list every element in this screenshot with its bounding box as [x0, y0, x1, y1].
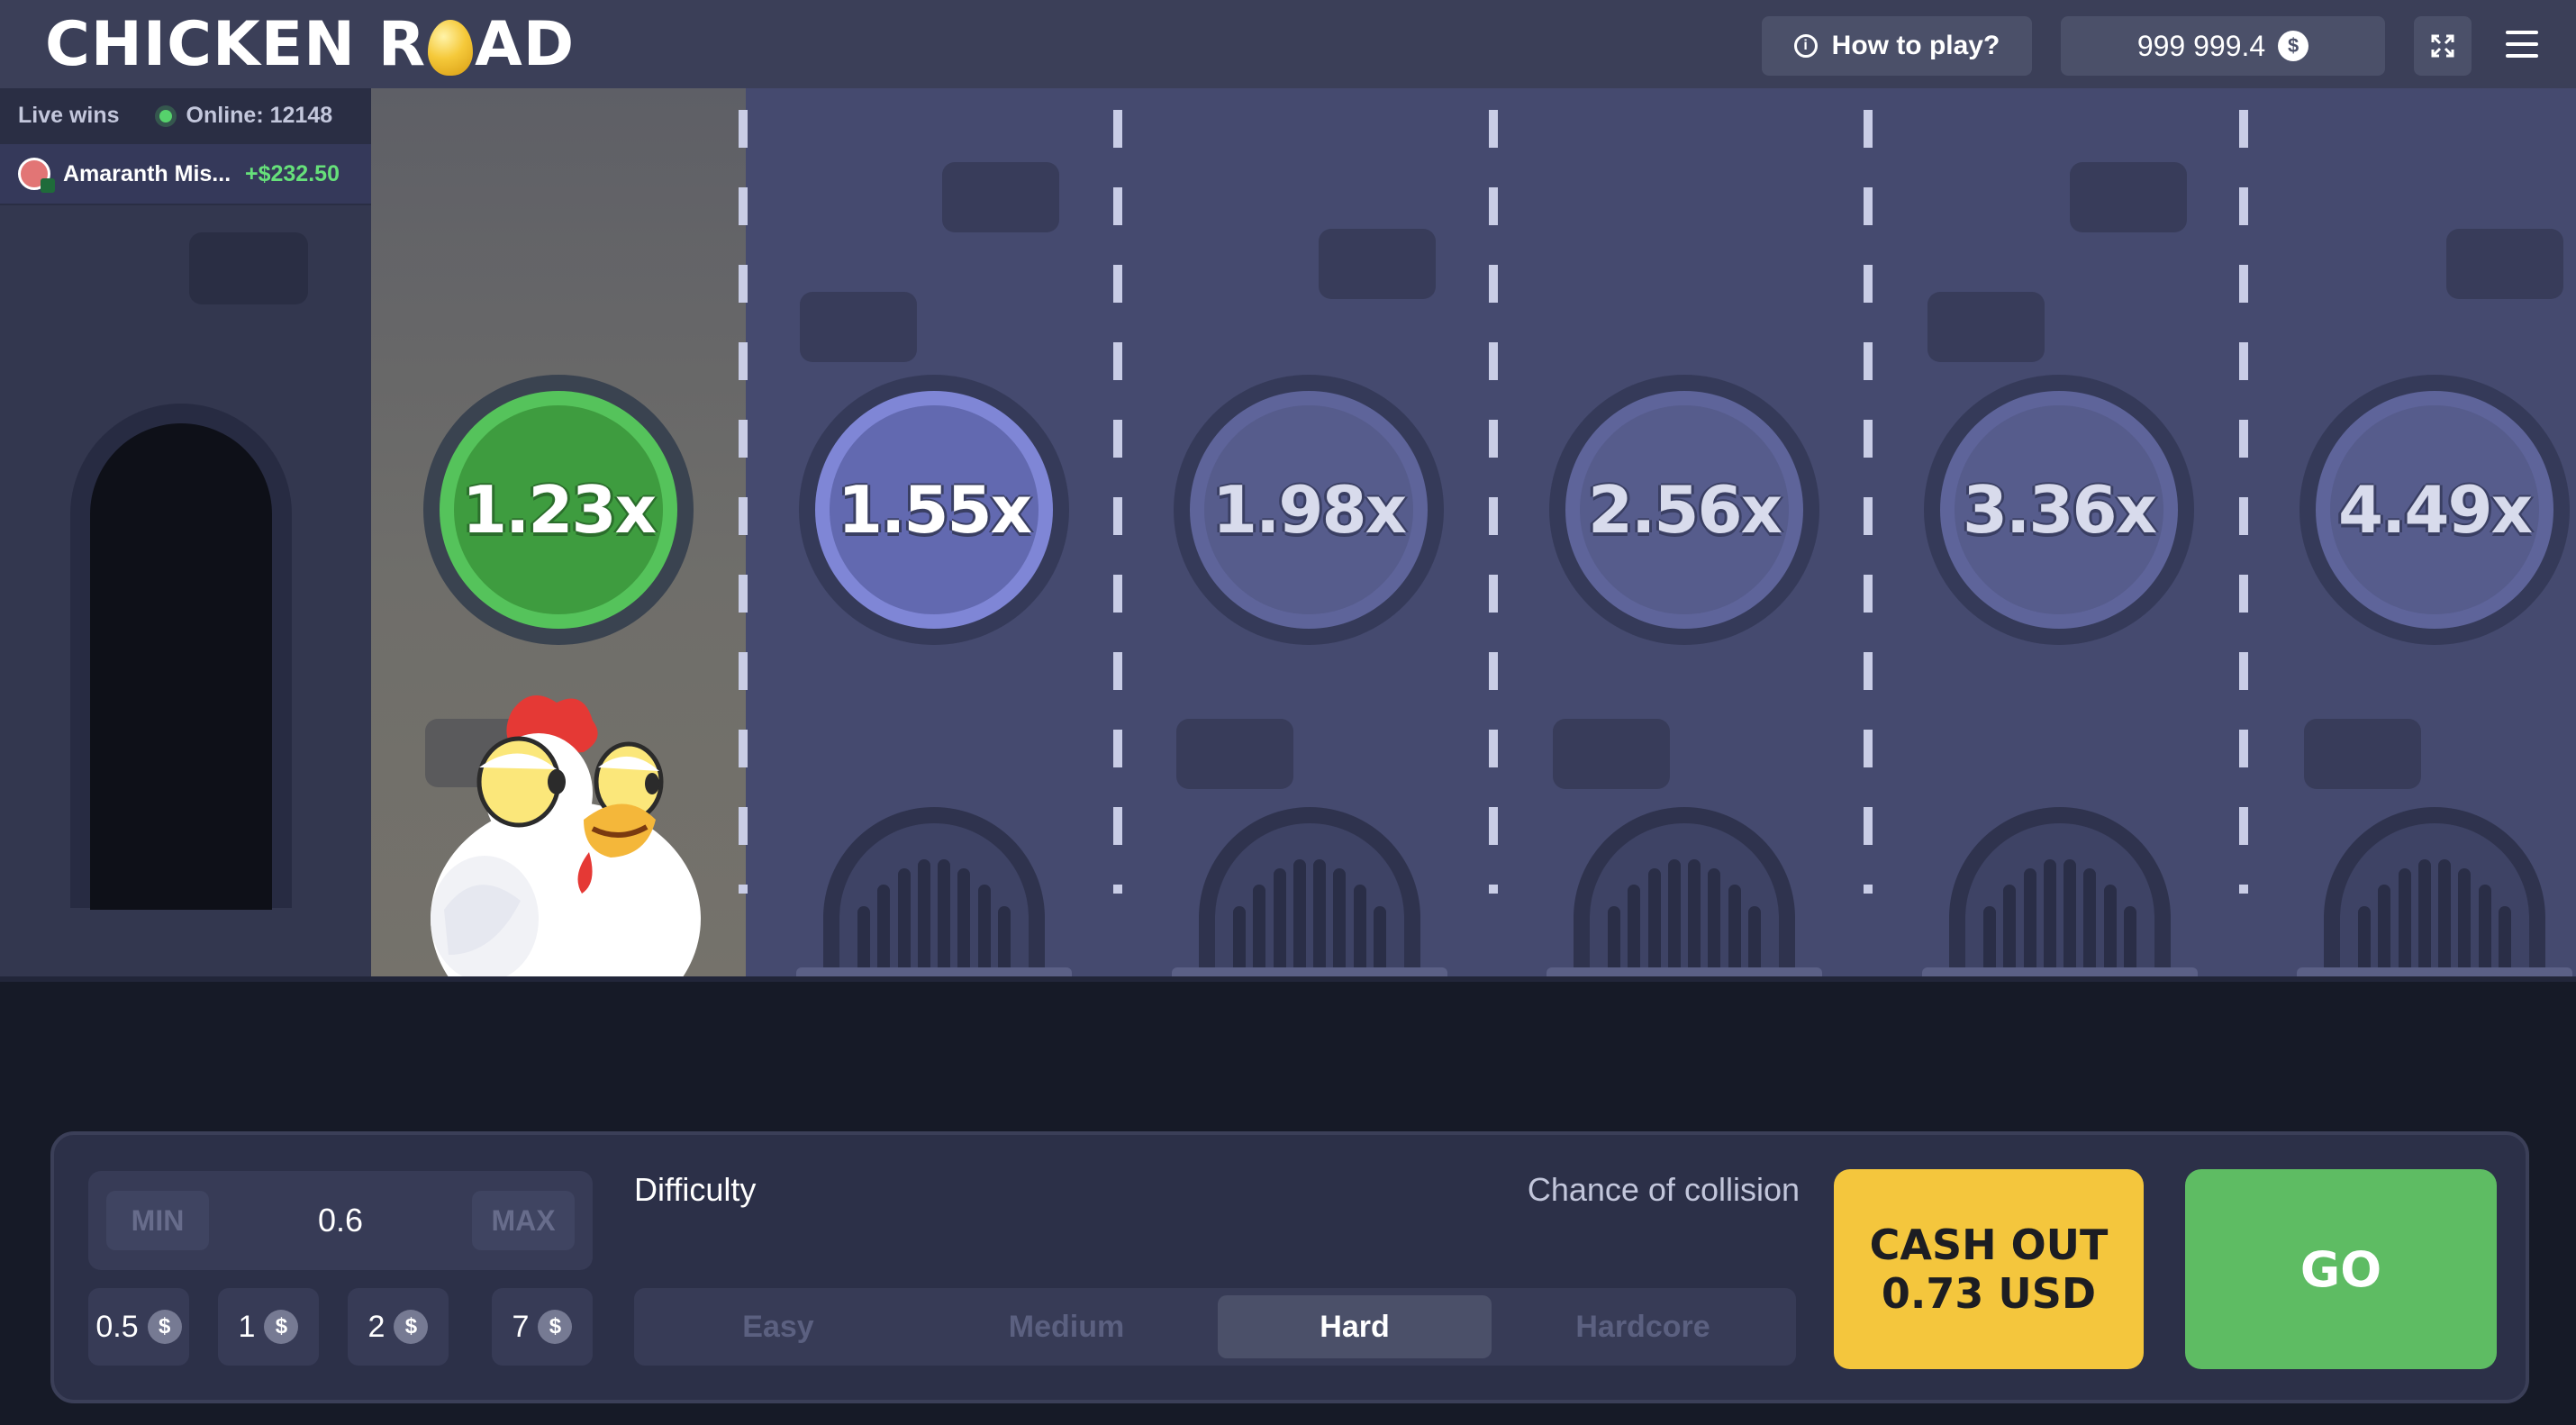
live-win-row: Amaranth Mis... +$232.50	[0, 144, 371, 204]
balance-display: 999 999.4 $	[2061, 16, 2385, 76]
balance-value: 999 999.4	[2136, 29, 2266, 62]
cash-out-amount: 0.73 USD	[1881, 1269, 2097, 1318]
avatar	[18, 158, 55, 193]
dollar-coin-icon: $	[264, 1310, 299, 1344]
max-bet-button[interactable]: MAX	[472, 1191, 575, 1250]
wall-brick	[942, 162, 1059, 232]
game-logo: CHICKEN R AD	[45, 8, 576, 80]
cash-out-button[interactable]: CASH OUT 0.73 USD	[1834, 1169, 2144, 1369]
fullscreen-button[interactable]	[2414, 16, 2472, 76]
lane-divider	[1489, 110, 1498, 894]
expand-icon	[2431, 34, 2454, 58]
difficulty-tab-hardcore[interactable]: Hardcore	[1575, 1309, 1710, 1344]
wall-brick	[2446, 229, 2563, 299]
live-wins-title: Live wins	[18, 103, 120, 128]
dollar-coin-icon: $	[2278, 31, 2309, 61]
difficulty-tab-easy[interactable]: Easy	[742, 1309, 814, 1344]
online-status-icon	[159, 109, 172, 123]
bet-amount-input[interactable]: 0.6	[317, 1202, 364, 1239]
quick-bet-chip[interactable]: 2 $	[348, 1288, 449, 1366]
live-wins-header: Live wins Online: 12148	[18, 103, 332, 129]
wall-brick	[1927, 292, 2045, 362]
bet-control-panel: MIN 0.6 MAX 0.5 $ 1 $ 2 $ 7 $ Difficulty Cha…	[50, 1131, 2529, 1403]
chip-value: 2	[367, 1309, 385, 1344]
sewer-grate	[1172, 807, 1447, 982]
wall-brick	[2304, 719, 2421, 789]
chip-value: 1	[238, 1309, 256, 1344]
multiplier-coin: 1.98x	[1174, 375, 1444, 645]
win-amount: +$232.50	[245, 160, 340, 186]
difficulty-tab-hard[interactable]: Hard	[1218, 1295, 1492, 1358]
multiplier-coin-current: 1.23x	[423, 375, 694, 645]
multiplier-label: 2.56x	[1587, 472, 1782, 548]
road-edge	[0, 976, 2576, 982]
wall-brick	[1319, 229, 1436, 299]
egg-icon	[428, 20, 474, 76]
wall-brick	[800, 292, 917, 362]
hamburger-icon-line	[2506, 42, 2538, 46]
header-bar: CHICKEN R AD i How to play? 999 999.4 $	[0, 0, 2576, 88]
difficulty-label: Difficulty	[634, 1171, 757, 1208]
lane-divider	[1864, 110, 1873, 894]
online-count: Online: 12148	[186, 103, 333, 128]
chip-value: 7	[512, 1309, 530, 1344]
hamburger-icon-line	[2506, 31, 2538, 34]
wall-brick	[1176, 719, 1293, 789]
start-wall	[0, 88, 371, 982]
go-button[interactable]: GO	[2185, 1169, 2497, 1369]
quick-bet-chip[interactable]: 0.5 $	[88, 1288, 189, 1366]
difficulty-selector: Easy Medium Hard Hardcore	[634, 1288, 1796, 1366]
wall-brick	[1553, 719, 1670, 789]
wall-brick	[2070, 162, 2187, 232]
chicken-character-icon	[431, 695, 701, 982]
sewer-grate	[796, 807, 1072, 982]
logo-text-left: CHICKEN R	[45, 8, 427, 80]
multiplier-coin: 2.56x	[1549, 375, 1819, 645]
how-to-play-label: How to play?	[1831, 31, 2000, 60]
how-to-play-button[interactable]: i How to play?	[1762, 16, 2032, 76]
lane-divider	[2239, 110, 2248, 894]
lane-divider	[1113, 110, 1122, 894]
collision-chance-label: Chance of collision	[1527, 1171, 1800, 1208]
cash-out-label: CASH OUT	[1869, 1221, 2109, 1269]
multiplier-label: 3.36x	[1962, 472, 2157, 548]
multiplier-coin-next[interactable]: 1.55x	[799, 375, 1069, 645]
multiplier-label: 1.23x	[461, 472, 657, 548]
sewer-grate	[1922, 807, 2198, 982]
start-doorway	[70, 404, 292, 910]
chip-value: 0.5	[95, 1309, 139, 1344]
quick-bet-chip[interactable]: 1 $	[218, 1288, 319, 1366]
difficulty-tab-medium[interactable]: Medium	[1008, 1309, 1125, 1344]
multiplier-label: 1.98x	[1211, 472, 1407, 548]
dollar-coin-icon: $	[538, 1310, 573, 1344]
bet-amount-box: MIN 0.6 MAX	[88, 1171, 593, 1270]
dollar-coin-icon: $	[394, 1310, 429, 1344]
min-bet-button[interactable]: MIN	[106, 1191, 209, 1250]
logo-text-right: AD	[475, 8, 576, 80]
quick-bet-chip[interactable]: 7 $	[492, 1288, 593, 1366]
sewer-grate	[1547, 807, 1822, 982]
menu-button[interactable]	[2506, 31, 2538, 58]
hamburger-icon-line	[2506, 54, 2538, 58]
multiplier-label: 1.55x	[837, 472, 1032, 548]
multiplier-coin: 4.49x	[2299, 375, 2570, 645]
sewer-grate	[2297, 807, 2572, 982]
lane-divider	[739, 110, 748, 894]
info-icon: i	[1793, 34, 1818, 58]
dollar-coin-icon: $	[147, 1310, 182, 1344]
game-scene: Live wins Online: 12148 Amaranth Mis... …	[0, 88, 2576, 982]
wall-brick	[189, 232, 308, 304]
winner-name: Amaranth Mis...	[63, 160, 231, 186]
multiplier-label: 4.49x	[2337, 472, 2533, 548]
multiplier-coin: 3.36x	[1924, 375, 2194, 645]
live-wins-panel: Live wins Online: 12148 Amaranth Mis... …	[0, 88, 371, 205]
